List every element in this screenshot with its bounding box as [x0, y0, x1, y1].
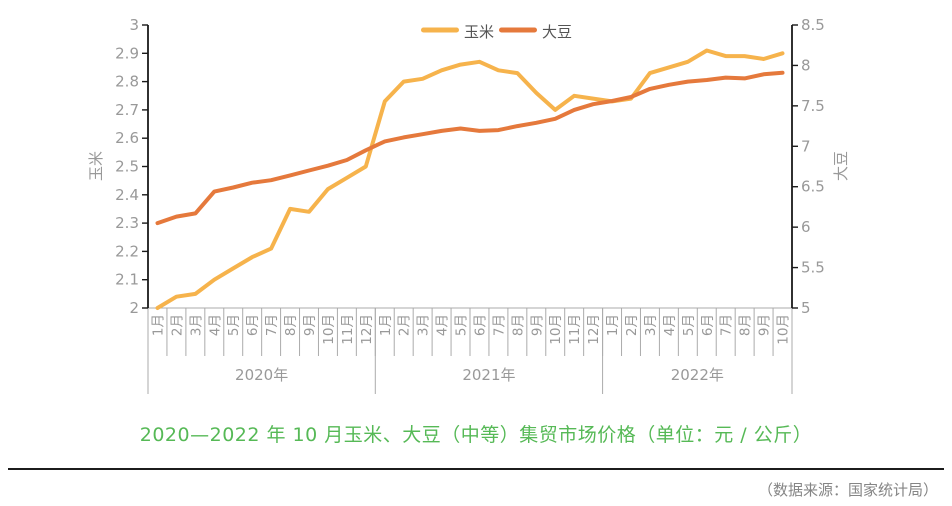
- month-label: 6月: [245, 314, 261, 336]
- legend-label: 大豆: [542, 23, 572, 41]
- chart-title: 2020—2022 年 10 月玉米、大豆（中等）集贸市场价格（单位：元 / 公…: [139, 424, 813, 446]
- month-label: 9月: [757, 314, 773, 336]
- month-label: 5月: [226, 314, 242, 336]
- month-label: 7月: [719, 314, 735, 336]
- tick-label: 7: [801, 137, 811, 155]
- chart-area: 2020年 2021年 2022年 1月 2月 3月 4月 5月 6月 7月 8月 9月 10月 11月 1…: [87, 16, 850, 394]
- right-axis-title: 大豆: [832, 151, 850, 181]
- legend-swatch-玉米: [421, 27, 459, 33]
- legend-label: 玉米: [464, 23, 494, 41]
- month-label: 12月: [359, 314, 375, 345]
- month-label: 3月: [416, 314, 432, 336]
- month-label: 11月: [567, 314, 583, 345]
- month-label: 5月: [681, 314, 697, 336]
- tick-label: 6.5: [801, 178, 825, 196]
- tick-label: 5: [801, 299, 811, 317]
- month-label: 1月: [605, 314, 621, 336]
- tick-label: 2.7: [115, 101, 139, 119]
- right-axis: 5 5.5 6 6.5 7 7.5 8 8.5 大豆: [791, 16, 850, 317]
- month-label: 3月: [643, 314, 659, 336]
- month-label: 4月: [207, 314, 223, 336]
- month-label: 8月: [738, 314, 754, 336]
- year-label: 2020年: [235, 366, 288, 384]
- month-label: 10月: [321, 314, 337, 345]
- legend: 玉米 大豆: [421, 23, 572, 41]
- month-label: 10月: [548, 314, 564, 345]
- tick-label: 2.1: [115, 271, 139, 289]
- tick-label: 2.5: [115, 158, 139, 176]
- divider: [8, 468, 944, 470]
- month-label: 10月: [776, 314, 792, 345]
- legend-swatch-大豆: [499, 27, 537, 33]
- month-label: 4月: [435, 314, 451, 336]
- month-label: 9月: [529, 314, 545, 336]
- tick-label: 6: [801, 218, 811, 236]
- series-line-大豆: [155, 70, 785, 226]
- tick-label: 2.2: [115, 242, 139, 260]
- month-label: 5月: [454, 314, 470, 336]
- tick-label: 3: [129, 16, 139, 34]
- month-label: 6月: [472, 314, 488, 336]
- tick-label: 2.4: [115, 186, 139, 204]
- left-axis-title: 玉米: [87, 151, 105, 181]
- data-source-note: （数据来源：国家统计局）: [757, 481, 938, 499]
- tick-label: 2.3: [115, 214, 139, 232]
- tick-label: 7.5: [801, 97, 825, 115]
- month-label: 2月: [624, 314, 640, 336]
- tick-label: 2.8: [115, 73, 139, 91]
- tick-label: 2: [129, 299, 139, 317]
- year-label: 2021年: [462, 366, 515, 384]
- tick-label: 2.6: [115, 129, 139, 147]
- month-label: 12月: [586, 314, 602, 345]
- month-label: 4月: [662, 314, 678, 336]
- series-line-玉米: [155, 48, 785, 310]
- month-label: 6月: [700, 314, 716, 336]
- month-label: 8月: [283, 314, 299, 336]
- left-axis: 2 2.1 2.2 2.3 2.4 2.5 2.6 2.7 2.8 2.9 3 玉米: [87, 16, 149, 317]
- tick-label: 2.9: [115, 44, 139, 62]
- month-label: 3月: [188, 314, 204, 336]
- month-label: 11月: [340, 314, 356, 345]
- tick-label: 8: [801, 56, 811, 74]
- year-label: 2022年: [671, 366, 724, 384]
- month-label: 1月: [378, 314, 394, 336]
- tick-label: 8.5: [801, 16, 825, 34]
- month-label: 7月: [491, 314, 507, 336]
- month-label: 9月: [302, 314, 318, 336]
- month-label: 1月: [150, 314, 166, 336]
- month-label: 8月: [510, 314, 526, 336]
- tick-label: 5.5: [801, 259, 825, 277]
- month-label: 2月: [397, 314, 413, 336]
- month-label: 7月: [264, 314, 280, 336]
- month-label: 2月: [169, 314, 185, 336]
